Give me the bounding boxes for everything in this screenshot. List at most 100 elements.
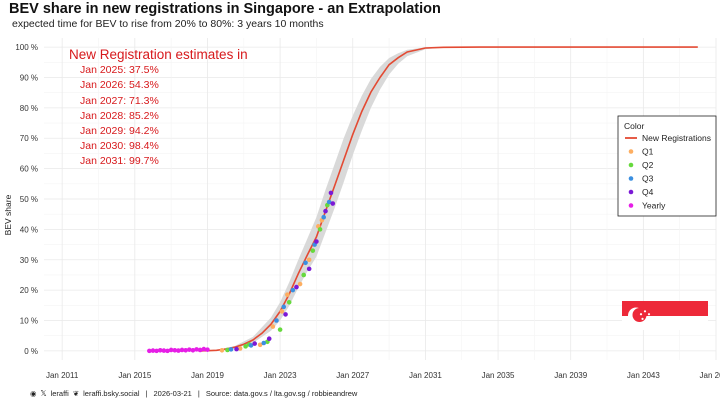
footer-handle: leraffi [50, 389, 69, 398]
series-q3 [228, 199, 332, 352]
singapore-flag [622, 301, 708, 330]
x-tick-label: Jan 2015 [118, 371, 151, 380]
data-point [321, 214, 326, 220]
data-point [323, 208, 328, 214]
data-point [147, 348, 152, 354]
footer-separator: | [145, 389, 148, 398]
data-point [279, 309, 285, 314]
y-tick-label: 50 % [20, 195, 38, 204]
y-tick-label: 30 % [20, 256, 38, 265]
data-point [270, 324, 276, 329]
data-point [277, 327, 283, 332]
data-point [252, 341, 257, 346]
data-point [176, 348, 181, 353]
data-point [306, 266, 312, 272]
x-tick-label: Jan 2027 [336, 371, 369, 380]
legend-label: Q4 [642, 187, 654, 197]
data-point [186, 347, 192, 352]
flag-star [639, 313, 643, 316]
data-point [234, 346, 239, 352]
fit-curve-line [198, 46, 698, 352]
data-point [257, 342, 263, 348]
y-tick-label: 90 % [20, 73, 38, 82]
x-tick-label: Jan 2023 [264, 371, 297, 380]
axes: 0 % 10 % 20 % 30 % 40 % 50 % 60 % 70 % 80 % 90 % 1… [15, 43, 720, 380]
estimates-annotation: New Registration estimates in Jan 2025: … [69, 47, 248, 167]
data-point [301, 272, 307, 278]
legend-title: Color [624, 121, 644, 131]
flag-star [643, 310, 647, 313]
y-axis-label: BEV share [3, 194, 13, 235]
annotation-line: Jan 2026: 54.3% [80, 79, 159, 91]
data-point [294, 284, 299, 290]
data-point [243, 344, 248, 349]
data-point [261, 340, 267, 346]
annotation-line: Jan 2031: 99.7% [80, 155, 159, 167]
data-point [326, 199, 332, 205]
data-point [317, 227, 323, 232]
data-point [297, 281, 303, 287]
data-point [285, 292, 290, 297]
y-tick-label: 10 % [20, 317, 38, 326]
data-point [266, 336, 272, 342]
data-point [197, 347, 203, 353]
data-point [314, 239, 319, 244]
y-tick-label: 0 % [24, 347, 38, 356]
data-point [205, 347, 210, 352]
chart-svg: 0 % 10 % 20 % 30 % 40 % 50 % 60 % 70 % 80 % 90 % 1… [3, 38, 720, 380]
data-point [306, 257, 312, 263]
data-point [161, 348, 167, 353]
data-point [290, 287, 296, 293]
flag-stars-icon [639, 310, 651, 320]
legend-point-icon [628, 162, 634, 168]
legend-label: Q3 [642, 174, 654, 184]
data-point [228, 347, 234, 352]
x-tick-label: Jan 2043 [627, 371, 660, 380]
fit-curve-layer [198, 46, 698, 352]
x-tick-label: Jan 2039 [554, 371, 587, 380]
legend: Color New Registrations Q1 Q2 Q3 Q4 Yearly [617, 115, 717, 217]
chart-subtitle: expected time for BEV to rise from 20% t… [12, 18, 324, 30]
data-point [310, 248, 316, 253]
data-point [179, 347, 185, 353]
data-point [274, 318, 279, 323]
grid [44, 38, 717, 360]
legend-point-icon [628, 176, 634, 181]
data-points-layer [147, 190, 336, 354]
data-point [165, 348, 170, 354]
annotation-line: Jan 2027: 71.3% [80, 95, 159, 107]
x-tick-label: Jan 2031 [409, 371, 442, 380]
data-point [154, 348, 159, 354]
series-q4 [234, 190, 336, 352]
annotation-line: Jan 2029: 94.2% [80, 125, 159, 137]
x-tick-label: Jan 2019 [191, 371, 224, 380]
y-tick-label: 100 % [15, 43, 38, 52]
legend-label: Q1 [642, 147, 654, 157]
annotation-heading: New Registration estimates in [69, 47, 248, 62]
footer-date: 2026-03-21 [153, 389, 192, 398]
data-point [190, 347, 196, 353]
series-yearly [147, 346, 210, 354]
footer-bsky: leraffi.bsky.social [83, 389, 140, 398]
flag-crescent-cutout [632, 308, 647, 322]
data-point [157, 347, 163, 353]
data-point [281, 304, 287, 310]
data-point [286, 299, 292, 305]
legend-point-icon [628, 149, 634, 154]
data-point [248, 343, 254, 348]
footer-separator: | [197, 389, 200, 398]
annotation-line: Jan 2028: 85.2% [80, 110, 159, 122]
data-point [330, 201, 336, 206]
data-point [201, 346, 207, 352]
y-tick-label: 80 % [20, 104, 38, 113]
data-point [328, 190, 334, 196]
legend-label: New Registrations [642, 133, 711, 143]
flag-star [641, 317, 644, 320]
footer: ◉ 𝕏 leraffi ❦ leraffi.bsky.social | 2026… [30, 389, 357, 398]
butterfly-icon: ❦ [72, 389, 80, 398]
x-icon: 𝕏 [40, 389, 47, 398]
legend-label: Q2 [642, 160, 654, 170]
legend-label: Yearly [642, 201, 666, 211]
y-tick-label: 20 % [20, 286, 38, 295]
data-point [168, 347, 174, 353]
